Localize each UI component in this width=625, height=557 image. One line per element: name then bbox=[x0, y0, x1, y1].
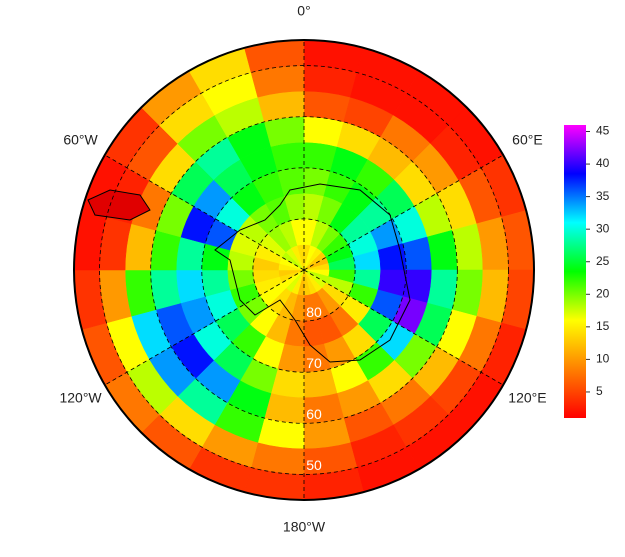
colorbar-tick-label: 30 bbox=[596, 221, 610, 235]
coastline bbox=[214, 183, 411, 363]
meridian-line bbox=[303, 154, 504, 271]
meridian-line bbox=[104, 269, 305, 386]
meridian-line bbox=[104, 154, 305, 271]
meridian-line bbox=[303, 269, 504, 386]
colorbar-fill bbox=[564, 125, 586, 418]
colorbar-tick-label: 5 bbox=[596, 384, 603, 398]
graticule bbox=[99, 40, 509, 500]
lon-label: 60°W bbox=[63, 132, 98, 148]
lat-label: 80 bbox=[306, 304, 322, 320]
map-border bbox=[73, 39, 535, 501]
lat-label: 50 bbox=[306, 457, 322, 473]
parallel-line bbox=[99, 65, 509, 475]
heat-cell bbox=[150, 230, 181, 271]
colorbar-tick-label: 35 bbox=[596, 189, 610, 203]
lon-label: 120°E bbox=[508, 390, 546, 406]
colorbar-tick-label: 15 bbox=[596, 319, 610, 333]
colorbar: 5 10 15 20 25 30 35 40 45 bbox=[564, 124, 610, 418]
colorbar-tick-label: 40 bbox=[596, 156, 610, 170]
heat-cell bbox=[427, 230, 458, 271]
colorbar-tick-label: 20 bbox=[596, 286, 610, 300]
colorbar-tick-label: 45 bbox=[596, 124, 610, 138]
heat-cell bbox=[264, 116, 305, 147]
lat-label: 70 bbox=[306, 355, 322, 371]
parallel-line bbox=[150, 116, 458, 424]
parallel-line bbox=[252, 218, 356, 322]
heat-cell bbox=[303, 116, 344, 147]
lat-label: 60 bbox=[306, 406, 322, 422]
lon-label: 0° bbox=[297, 3, 310, 19]
lon-label: 120°W bbox=[59, 390, 102, 406]
heat-cell bbox=[427, 269, 458, 310]
lon-label: 60°E bbox=[512, 132, 543, 148]
parallel-line bbox=[201, 167, 407, 373]
coastline bbox=[87, 189, 151, 221]
labels: 0° 60°E 120°E 180°W 120°W 60°W 80 70 60 50 bbox=[59, 3, 546, 535]
lon-label: 180°W bbox=[283, 519, 326, 535]
heat-cell bbox=[150, 269, 181, 310]
colorbar-tick-label: 10 bbox=[596, 352, 610, 366]
colorbar-tick-label: 25 bbox=[596, 254, 610, 268]
heat-cell bbox=[264, 393, 305, 424]
